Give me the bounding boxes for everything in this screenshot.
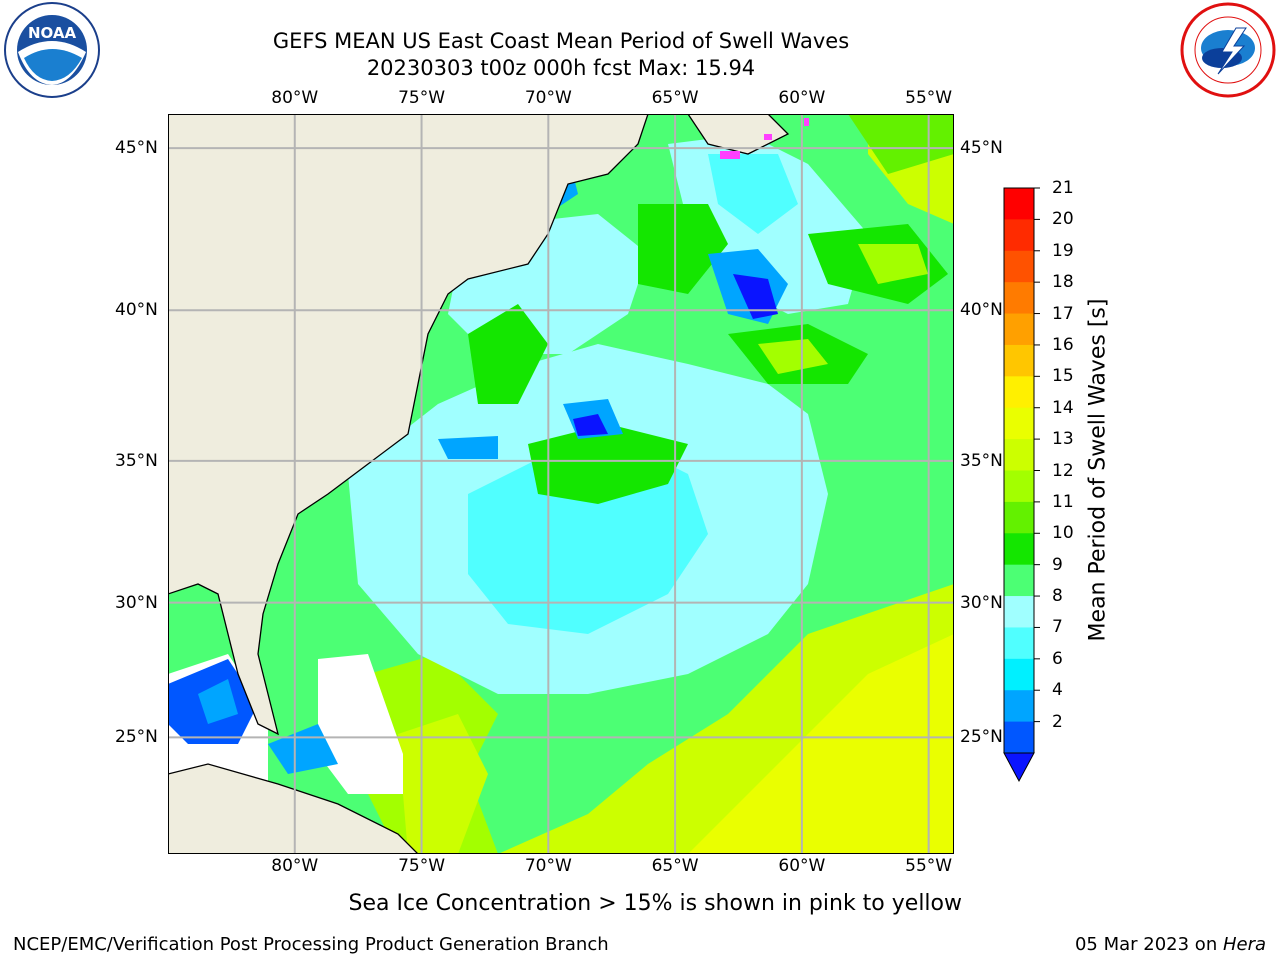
colorbar-tick-label: 21 <box>1052 178 1074 198</box>
footer-right: 05 Mar 2023 on Hera <box>1075 934 1266 955</box>
swell-period-map <box>168 114 954 854</box>
lon-tick-label-top: 75°W <box>398 88 446 108</box>
lon-tick-label-top: 70°W <box>524 88 572 108</box>
lon-tick-label-bottom: 80°W <box>271 856 319 876</box>
lat-tick-label-right: 35°N <box>960 450 1003 471</box>
graticule <box>168 114 954 854</box>
contour-11s-patch-c <box>638 204 728 294</box>
contour-14s-southeast <box>688 634 954 854</box>
colorbar-swatch <box>1004 344 1034 377</box>
lon-tick-label-bottom: 60°W <box>778 856 826 876</box>
colorbar-swatch <box>1004 313 1034 346</box>
sea-ice-marker <box>804 118 809 126</box>
footer-date: 05 Mar 2023 on <box>1074 934 1223 955</box>
lat-tick-label-right: 45°N <box>960 138 1003 159</box>
lat-tick-label-right: 25°N <box>960 727 1003 748</box>
colorbar-swatch <box>1004 407 1034 440</box>
colorbar-tick-label: 9 <box>1052 554 1063 575</box>
colorbar-swatch <box>1004 376 1034 409</box>
lat-tick-label-left: 45°N <box>115 138 158 159</box>
colorbar-swatch <box>1004 188 1034 220</box>
colorbar-tick-label: 18 <box>1052 272 1074 293</box>
colorbar-tick-label: 17 <box>1052 303 1074 324</box>
contour-12s-patch-e <box>858 244 928 284</box>
lat-tick-label-left: 40°N <box>115 300 158 321</box>
land-north-america <box>168 114 649 736</box>
colorbar-tick-label: 10 <box>1052 523 1074 544</box>
contour-2s-pocket-a <box>733 274 778 319</box>
colorbar-label: Mean Period of Swell Waves [s] <box>1085 298 1111 642</box>
colorbar-tick-label: 19 <box>1052 240 1074 261</box>
lat-tick-label-left: 35°N <box>115 450 158 471</box>
lon-tick-label-top: 60°W <box>778 88 826 108</box>
colorbar <box>1003 187 1040 783</box>
colorbar-swatch <box>1004 470 1034 503</box>
lat-tick-label-right: 30°N <box>960 592 1003 613</box>
colorbar-tick-label: 11 <box>1052 491 1074 512</box>
contour-6s-northeast <box>708 154 798 234</box>
lon-tick-label-bottom: 65°W <box>651 856 699 876</box>
sea-ice-marker <box>720 151 740 159</box>
plot-subtitle: 20230303 t00z 000h fcst Max: 15.94 <box>366 56 756 80</box>
sea-ice-note: Sea Ice Concentration > 15% is shown in … <box>348 891 962 916</box>
missing-data-bahamas <box>318 654 403 794</box>
lon-tick-label-top: 65°W <box>651 88 699 108</box>
contour-11s-patch-b <box>528 424 688 504</box>
colorbar-swatch <box>1004 564 1034 597</box>
footer-left: NCEP/EMC/Verification Post Processing Pr… <box>13 934 609 955</box>
colorbar-tick-label: 7 <box>1052 617 1063 638</box>
noaa-logo-text: NOAA <box>28 24 77 42</box>
footer-machine: Hera <box>1222 934 1266 955</box>
colorbar-swatch <box>1004 250 1034 283</box>
colorbar-swatch <box>1004 658 1034 691</box>
colorbar-tick-label: 20 <box>1052 209 1074 230</box>
lat-tick-label-left: 25°N <box>115 727 158 748</box>
colorbar-swatch <box>1004 439 1034 471</box>
contour-11s-patch-a <box>468 304 548 404</box>
colorbar-tick-label: 4 <box>1052 680 1063 701</box>
colorbar-swatch <box>1004 690 1034 723</box>
contour-6s-gulf-inner <box>198 679 238 724</box>
colorbar-swatch <box>1004 501 1034 534</box>
colorbar-tick-label: 6 <box>1052 648 1063 669</box>
contour-7s-central <box>468 444 708 634</box>
lon-tick-label-bottom: 70°W <box>524 856 572 876</box>
colorbar-tick-label: 13 <box>1052 429 1074 450</box>
colorbar-swatch <box>1004 282 1034 315</box>
land-nova-scotia <box>687 114 790 155</box>
colorbar-underflow-triangle <box>1003 752 1035 783</box>
colorbar-swatch <box>1004 533 1034 566</box>
lon-tick-label-top: 80°W <box>271 88 319 108</box>
contour-2s-pocket-b <box>573 414 608 436</box>
colorbar-tick-label: 14 <box>1052 397 1074 418</box>
lon-tick-label-bottom: 75°W <box>398 856 446 876</box>
contour-12s-patch-d <box>758 339 828 374</box>
sea-ice-marker <box>764 134 772 140</box>
nws-logo-icon <box>1180 2 1276 98</box>
colorbar-swatch <box>1004 721 1034 754</box>
colorbar-tick-label: 16 <box>1052 334 1074 355</box>
lon-tick-label-top: 55°W <box>905 88 953 108</box>
colorbar-tick-label: 15 <box>1052 366 1074 387</box>
lat-tick-label-left: 30°N <box>115 592 158 613</box>
plot-title: GEFS MEAN US East Coast Mean Period of S… <box>272 29 850 53</box>
colorbar-swatch <box>1004 627 1034 660</box>
lon-tick-label-bottom: 55°W <box>905 856 953 876</box>
colorbar-tick-label: 8 <box>1052 586 1063 607</box>
contour-13s-bahamas <box>398 714 488 854</box>
contour-4s-pocket-c <box>438 436 498 459</box>
colorbar-swatch <box>1004 596 1034 628</box>
contour-10s-east <box>848 114 954 174</box>
colorbar-tick-label: 12 <box>1052 460 1074 481</box>
colorbar-tick-label: 2 <box>1052 711 1063 732</box>
noaa-logo-icon: NOAA <box>4 2 100 98</box>
land-cuba <box>168 763 419 854</box>
lat-tick-label-right: 40°N <box>960 300 1003 321</box>
colorbar-swatch <box>1004 219 1034 252</box>
